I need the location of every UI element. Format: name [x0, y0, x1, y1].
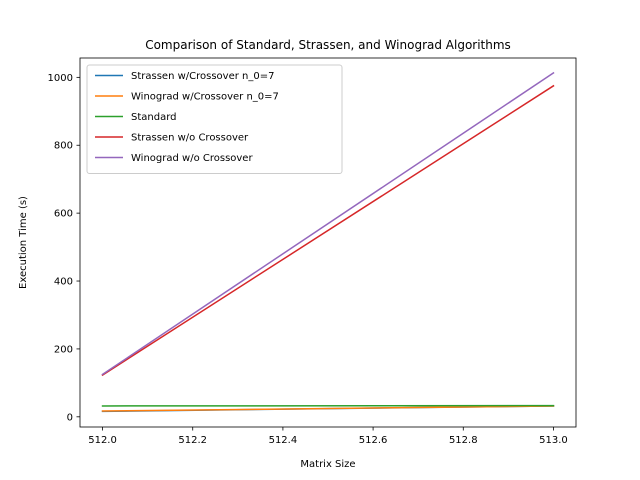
y-tick-label: 0: [67, 412, 73, 423]
chart-title: Comparison of Standard, Strassen, and Wi…: [145, 38, 511, 52]
y-tick-label: 200: [54, 344, 73, 355]
legend: Strassen w/Crossover n_0=7 Winograd w/Cro…: [86, 64, 343, 174]
series-line-2: [101, 405, 555, 412]
series-line-5: [101, 71, 555, 376]
legend-label-4: Strassen w/o Crossover: [131, 133, 249, 144]
x-tick-label: 512.8: [449, 435, 478, 446]
legend-label-1: Strassen w/Crossover n_0=7: [131, 71, 274, 82]
series-line-4: [101, 84, 555, 377]
x-tick-label: 513.0: [539, 435, 568, 446]
legend-label-2: Winograd w/Crossover n_0=7: [131, 92, 279, 103]
x-tick-label: 512.0: [88, 435, 117, 446]
y-axis-label: Execution Time (s): [18, 196, 29, 289]
y-tick-label: 1000: [48, 73, 73, 84]
legend-box: [86, 64, 343, 174]
y-tick-label: 400: [54, 277, 73, 288]
x-axis-label: Matrix Size: [300, 459, 355, 470]
x-tick-label: 512.4: [269, 435, 298, 446]
y-axis: 0 200 400 600 800 1000: [48, 73, 80, 423]
x-tick-label: 512.6: [359, 435, 388, 446]
y-tick-label: 800: [54, 141, 73, 152]
x-axis: 512.0 512.2 512.4 512.6 512.8 513.0: [88, 427, 568, 446]
plot-frame: [79, 57, 577, 428]
x-tick-label: 512.2: [178, 435, 207, 446]
legend-label-3: Standard: [131, 112, 177, 123]
legend-label-5: Winograd w/o Crossover: [131, 153, 253, 164]
series-layer: [101, 71, 555, 413]
y-tick-label: 600: [54, 209, 73, 220]
